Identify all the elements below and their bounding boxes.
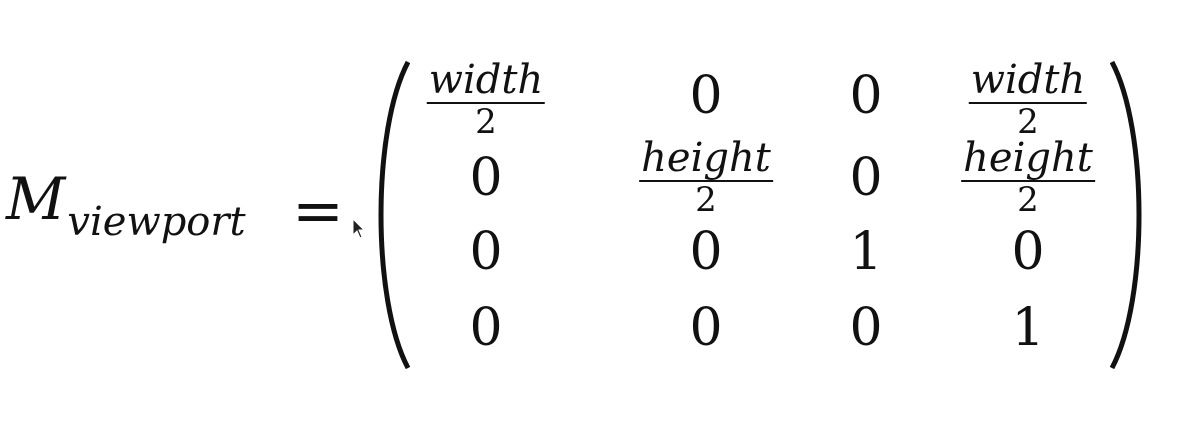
cell-r2-c1: 0 xyxy=(469,148,503,208)
numerator: width xyxy=(428,57,544,103)
matrix-subscript: viewport xyxy=(67,199,246,245)
numerator: height xyxy=(963,135,1093,181)
matrix-name: Mviewport xyxy=(6,170,246,260)
denominator: 2 xyxy=(1017,102,1039,142)
cell-r3-c4: 0 xyxy=(1011,222,1045,282)
equals-sign: = xyxy=(292,174,344,247)
matrix-symbol: M xyxy=(6,165,66,233)
mouse-cursor-icon xyxy=(352,218,366,239)
denominator: 2 xyxy=(695,180,717,220)
denominator: 2 xyxy=(1017,180,1039,220)
cell-r1-c3: 0 xyxy=(849,66,883,126)
cell-r4-c2: 0 xyxy=(689,298,723,358)
fraction-bar xyxy=(426,102,546,104)
cell-r4-c3: 0 xyxy=(849,298,883,358)
numerator: width xyxy=(970,57,1086,103)
cell-r2-c4: height 2 xyxy=(961,138,1095,217)
cell-r3-c3: 1 xyxy=(849,222,883,282)
cell-r1-c1: width 2 xyxy=(426,57,546,142)
cell-r2-c2: height 2 xyxy=(639,138,773,217)
cell-r4-c4: 1 xyxy=(1011,298,1045,358)
cell-r3-c2: 0 xyxy=(689,222,723,282)
cell-r1-c4: width 2 xyxy=(968,57,1088,142)
denominator: 2 xyxy=(475,102,497,142)
cell-r4-c1: 0 xyxy=(469,298,503,358)
fraction-bar xyxy=(968,102,1088,104)
cell-r2-c3: 0 xyxy=(849,148,883,208)
cell-r1-c2: 0 xyxy=(689,66,723,126)
left-parenthesis xyxy=(378,60,410,370)
cell-r3-c1: 0 xyxy=(469,222,503,282)
fraction-bar xyxy=(961,180,1095,182)
numerator: height xyxy=(641,135,771,181)
fraction-bar xyxy=(639,180,773,182)
right-parenthesis xyxy=(1110,60,1142,370)
